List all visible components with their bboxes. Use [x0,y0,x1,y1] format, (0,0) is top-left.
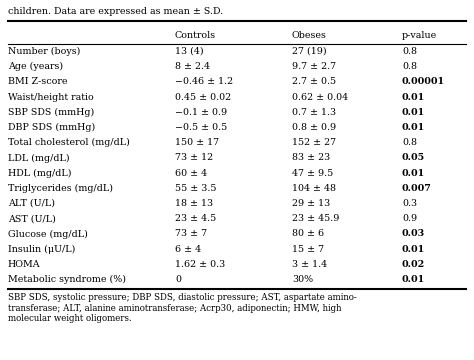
Text: transferase; ALT, alanine aminotransferase; Acrp30, adiponectin; HMW, high: transferase; ALT, alanine aminotransfera… [8,304,341,313]
Text: Metabolic syndrome (%): Metabolic syndrome (%) [8,275,126,284]
Text: −0.1 ± 0.9: −0.1 ± 0.9 [175,108,227,117]
Text: Triglycerides (mg/dL): Triglycerides (mg/dL) [8,184,113,193]
Text: DBP SDS (mmHg): DBP SDS (mmHg) [8,123,95,132]
Text: Insulin (μU/L): Insulin (μU/L) [8,244,75,254]
Text: 0.62 ± 0.04: 0.62 ± 0.04 [292,93,348,102]
Text: Glucose (mg/dL): Glucose (mg/dL) [8,229,88,239]
Text: 23 ± 4.5: 23 ± 4.5 [175,214,216,223]
Text: 15 ± 7: 15 ± 7 [292,244,324,253]
Text: 0.05: 0.05 [402,153,425,162]
Text: AST (U/L): AST (U/L) [8,214,56,223]
Text: 29 ± 13: 29 ± 13 [292,199,330,208]
Text: 2.7 ± 0.5: 2.7 ± 0.5 [292,77,336,86]
Text: 0.7 ± 1.3: 0.7 ± 1.3 [292,108,336,117]
Text: Age (years): Age (years) [8,62,63,71]
Text: children. Data are expressed as mean ± S.D.: children. Data are expressed as mean ± S… [8,7,223,16]
Text: 152 ± 27: 152 ± 27 [292,138,336,147]
Text: 0.01: 0.01 [402,168,425,177]
Text: 27 (19): 27 (19) [292,47,327,56]
Text: 0.01: 0.01 [402,244,425,253]
Text: 0.01: 0.01 [402,123,425,132]
Text: HDL (mg/dL): HDL (mg/dL) [8,168,72,178]
Text: 0.01: 0.01 [402,93,425,102]
Text: 8 ± 2.4: 8 ± 2.4 [175,62,210,71]
Text: 83 ± 23: 83 ± 23 [292,153,330,162]
Text: p-value: p-value [402,31,437,40]
Text: Obeses: Obeses [292,31,327,40]
Text: 0.01: 0.01 [402,275,425,284]
Text: 0.03: 0.03 [402,229,425,238]
Text: 0.01: 0.01 [402,108,425,117]
Text: 13 (4): 13 (4) [175,47,204,56]
Text: 104 ± 48: 104 ± 48 [292,184,336,193]
Text: 0.007: 0.007 [402,184,432,193]
Text: SBP SDS (mmHg): SBP SDS (mmHg) [8,108,94,117]
Text: 0.02: 0.02 [402,260,425,269]
Text: Controls: Controls [175,31,216,40]
Text: 60 ± 4: 60 ± 4 [175,168,207,177]
Text: 30%: 30% [292,275,313,284]
Text: molecular weight oligomers.: molecular weight oligomers. [8,314,132,323]
Text: Number (boys): Number (boys) [8,47,81,56]
Text: 0: 0 [175,275,181,284]
Text: 1.62 ± 0.3: 1.62 ± 0.3 [175,260,225,269]
Text: 73 ± 12: 73 ± 12 [175,153,213,162]
Text: 23 ± 45.9: 23 ± 45.9 [292,214,339,223]
Text: 0.45 ± 0.02: 0.45 ± 0.02 [175,93,231,102]
Text: 55 ± 3.5: 55 ± 3.5 [175,184,217,193]
Text: ALT (U/L): ALT (U/L) [8,199,55,208]
Text: 73 ± 7: 73 ± 7 [175,229,207,238]
Text: 0.8: 0.8 [402,138,417,147]
Text: 80 ± 6: 80 ± 6 [292,229,324,238]
Text: 18 ± 13: 18 ± 13 [175,199,213,208]
Text: 47 ± 9.5: 47 ± 9.5 [292,168,333,177]
Text: −0.5 ± 0.5: −0.5 ± 0.5 [175,123,227,132]
Text: SBP SDS, systolic pressure; DBP SDS, diastolic pressure; AST, aspartate amino-: SBP SDS, systolic pressure; DBP SDS, dia… [8,293,357,302]
Text: LDL (mg/dL): LDL (mg/dL) [8,153,70,162]
Text: Total cholesterol (mg/dL): Total cholesterol (mg/dL) [8,138,130,147]
Text: 0.9: 0.9 [402,214,417,223]
Text: 0.00001: 0.00001 [402,77,445,86]
Text: −0.46 ± 1.2: −0.46 ± 1.2 [175,77,233,86]
Text: 0.8: 0.8 [402,62,417,71]
Text: 3 ± 1.4: 3 ± 1.4 [292,260,327,269]
Text: 0.3: 0.3 [402,199,417,208]
Text: 9.7 ± 2.7: 9.7 ± 2.7 [292,62,336,71]
Text: HOMA: HOMA [8,260,41,269]
Text: Waist/height ratio: Waist/height ratio [8,93,94,102]
Text: BMI Z-score: BMI Z-score [8,77,67,86]
Text: 0.8 ± 0.9: 0.8 ± 0.9 [292,123,336,132]
Text: 6 ± 4: 6 ± 4 [175,244,201,253]
Text: 150 ± 17: 150 ± 17 [175,138,219,147]
Text: 0.8: 0.8 [402,47,417,56]
